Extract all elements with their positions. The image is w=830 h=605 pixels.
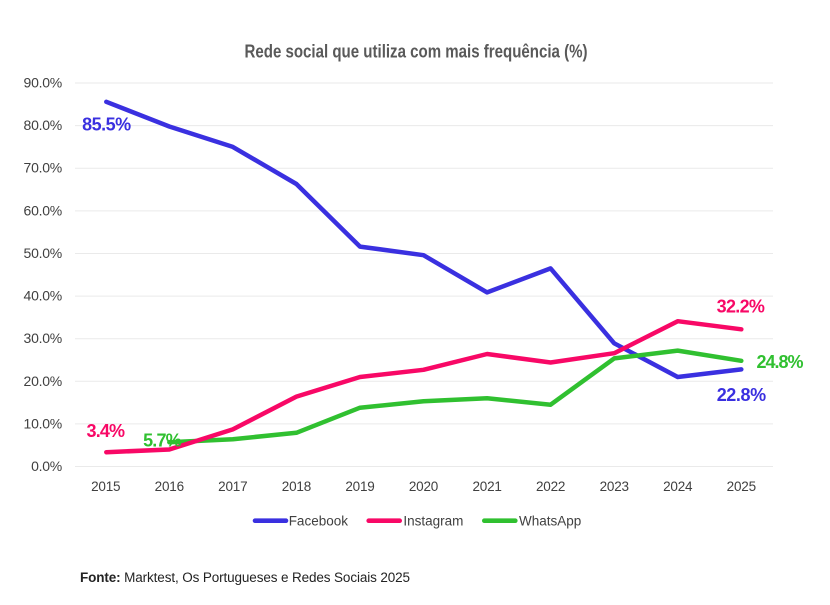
svg-text:3.4%: 3.4% <box>87 421 126 441</box>
svg-text:50.0%: 50.0% <box>24 245 62 261</box>
svg-text:20.0%: 20.0% <box>24 373 62 389</box>
svg-text:60.0%: 60.0% <box>24 202 62 218</box>
svg-text:40.0%: 40.0% <box>24 288 62 304</box>
svg-text:5.7%: 5.7% <box>143 431 182 451</box>
svg-text:24.8%: 24.8% <box>757 352 804 372</box>
svg-text:2016: 2016 <box>155 479 184 494</box>
svg-text:2019: 2019 <box>345 479 374 494</box>
svg-text:WhatsApp: WhatsApp <box>519 513 581 528</box>
svg-text:32.2%: 32.2% <box>717 297 765 317</box>
svg-text:Rede social que utiliza com ma: Rede social que utiliza com mais frequên… <box>245 42 588 62</box>
svg-text:2015: 2015 <box>91 479 120 494</box>
svg-text:2020: 2020 <box>409 479 438 494</box>
svg-text:2021: 2021 <box>472 479 501 494</box>
svg-text:2018: 2018 <box>282 479 311 494</box>
svg-text:2024: 2024 <box>663 479 693 494</box>
svg-text:Fonte: Marktest, Os Portuguese: Fonte: Marktest, Os Portugueses e Redes … <box>80 570 410 585</box>
svg-text:0.0%: 0.0% <box>31 458 62 474</box>
svg-text:Facebook: Facebook <box>289 513 349 528</box>
svg-text:90.0%: 90.0% <box>24 75 62 91</box>
svg-text:85.5%: 85.5% <box>82 115 131 135</box>
svg-text:Instagram: Instagram <box>403 513 463 528</box>
svg-text:2023: 2023 <box>600 479 629 494</box>
svg-text:80.0%: 80.0% <box>24 117 62 133</box>
svg-text:2025: 2025 <box>727 479 756 494</box>
svg-text:30.0%: 30.0% <box>24 330 62 346</box>
svg-text:2017: 2017 <box>218 479 247 494</box>
svg-text:2022: 2022 <box>536 479 565 494</box>
svg-text:70.0%: 70.0% <box>24 160 62 176</box>
svg-text:10.0%: 10.0% <box>24 415 62 431</box>
svg-text:22.8%: 22.8% <box>717 385 766 405</box>
